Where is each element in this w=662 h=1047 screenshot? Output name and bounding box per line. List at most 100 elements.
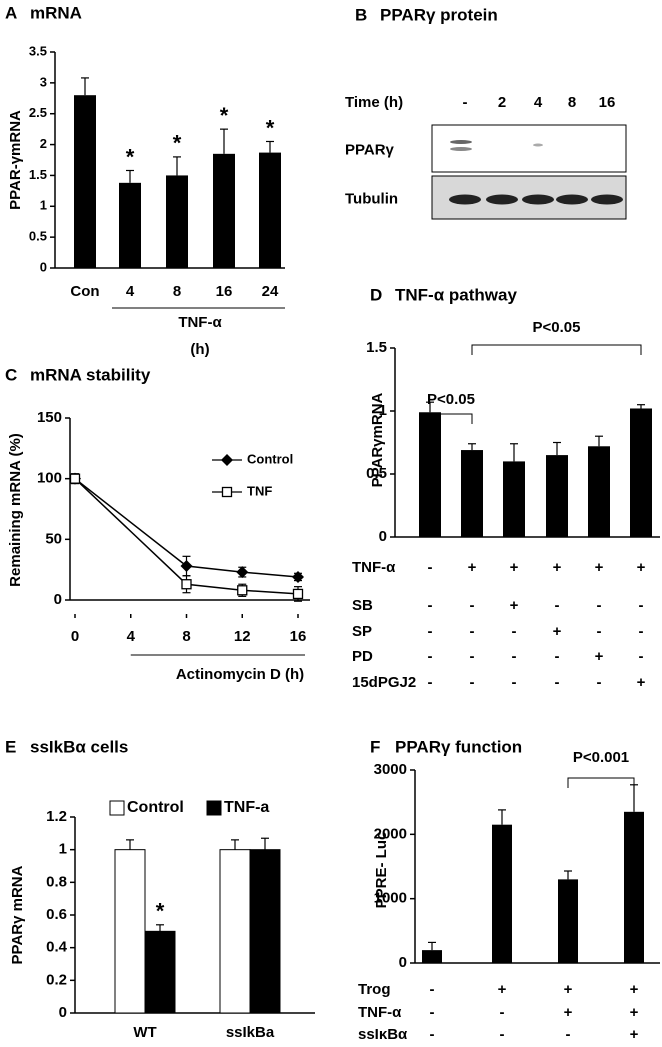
legend-swatch: [206, 800, 222, 816]
y-axis-label: PPARγmRNA: [369, 392, 386, 487]
condition-sign: -: [428, 597, 433, 614]
legend-marker: [221, 454, 233, 466]
group-unit: (h): [190, 341, 209, 358]
x-tick-label: 4: [127, 628, 136, 645]
condition-sign: -: [597, 674, 602, 691]
y-tick-label: 0: [379, 528, 387, 545]
comparison-label: P<0.05: [427, 391, 475, 408]
band: [450, 147, 472, 151]
comparison-label: P<0.05: [533, 319, 581, 336]
condition-sign: +: [564, 1004, 573, 1021]
condition-sign: -: [470, 648, 475, 665]
lane-label: 4: [534, 94, 543, 111]
y-tick-label: 1.5: [366, 339, 387, 356]
bar: [558, 879, 578, 963]
condition-sign: -: [430, 981, 435, 998]
point: [292, 588, 304, 600]
x-tick-label: WT: [133, 1024, 156, 1041]
condition-sign: +: [637, 674, 646, 691]
panel-label: F: [370, 737, 380, 756]
significance: *: [266, 115, 275, 140]
y-tick-label: 150: [37, 409, 62, 426]
x-tick-label: Con: [70, 283, 99, 300]
condition-sign: -: [470, 623, 475, 640]
panel-label: A: [5, 3, 17, 22]
condition-sign: +: [564, 981, 573, 998]
panel-title: TNF-α pathway: [395, 285, 517, 304]
condition-sign: -: [428, 623, 433, 640]
bar: [213, 153, 235, 268]
y-tick-label: 0: [59, 1004, 67, 1021]
y-tick-label: 1.2: [46, 808, 67, 825]
y-tick-label: 2000: [374, 825, 407, 842]
point: [69, 473, 81, 484]
bar: [546, 455, 568, 537]
significance: *: [173, 131, 182, 156]
point: [292, 570, 304, 583]
row-label: Tubulin: [345, 190, 398, 207]
y-tick-label: 3: [40, 74, 47, 89]
condition-label: SP: [352, 623, 372, 640]
y-tick-label: 1: [379, 402, 387, 419]
legend-label: TNF: [247, 483, 272, 498]
panel-label: B: [355, 5, 367, 24]
point: [181, 579, 192, 590]
panel-label: D: [370, 285, 382, 304]
x-tick-label: 12: [234, 628, 251, 645]
condition-sign: -: [597, 623, 602, 640]
band: [591, 194, 623, 205]
x-tick-label: ssIkBa: [226, 1024, 275, 1041]
y-tick-label: 3000: [374, 761, 407, 778]
condition-sign: +: [595, 648, 604, 665]
y-tick-label: 0: [399, 954, 407, 971]
y-tick-label: 0: [40, 259, 47, 274]
condition-sign: -: [428, 674, 433, 691]
blot-header: Time (h): [345, 94, 403, 111]
y-tick-label: 0.8: [46, 873, 67, 890]
band: [522, 194, 554, 205]
bar: [144, 930, 176, 1014]
condition-sign: -: [470, 597, 475, 614]
point: [180, 560, 193, 573]
panel-label: C: [5, 365, 17, 384]
y-axis-label: PPAR-γmRNA: [7, 110, 24, 210]
band: [533, 143, 543, 147]
series-line: [74, 478, 299, 578]
comparison-bracket: [471, 344, 642, 355]
y-tick-label: 0.2: [46, 971, 67, 988]
y-tick-label: 3.5: [29, 43, 47, 58]
x-tick-label: 16: [216, 283, 233, 300]
condition-sign: +: [595, 559, 604, 576]
condition-sign: -: [428, 648, 433, 665]
row-label: PPARγ: [345, 141, 395, 158]
x-axis-label: Actinomycin D (h): [176, 666, 304, 683]
condition-sign: -: [500, 1026, 505, 1043]
y-tick-label: 1: [40, 198, 47, 213]
band: [449, 194, 481, 205]
condition-label: ssIκBα: [358, 1026, 408, 1043]
condition-sign: +: [630, 981, 639, 998]
panel-title: PPARγ function: [395, 737, 522, 756]
lane-label: 16: [599, 94, 616, 111]
x-tick-label: 16: [290, 628, 307, 645]
comparison-label: P<0.001: [573, 749, 629, 766]
legend-marker: [221, 486, 233, 498]
significance: *: [156, 899, 165, 924]
y-axis-label: Remaining mRNA (%): [7, 433, 24, 587]
bar: [588, 446, 610, 537]
lane-label: -: [463, 94, 468, 111]
point: [236, 566, 249, 579]
x-tick-label: 8: [173, 283, 181, 300]
condition-sign: -: [428, 559, 433, 576]
bar: [461, 450, 483, 537]
condition-sign: +: [468, 559, 477, 576]
condition-label: TNF-α: [358, 1004, 402, 1021]
panel-title: PPARγ protein: [380, 5, 498, 24]
condition-sign: -: [566, 1026, 571, 1043]
y-tick-label: 0.4: [46, 939, 68, 956]
condition-sign: -: [639, 648, 644, 665]
condition-sign: -: [430, 1004, 435, 1021]
condition-sign: -: [555, 674, 560, 691]
bar: [119, 182, 141, 268]
